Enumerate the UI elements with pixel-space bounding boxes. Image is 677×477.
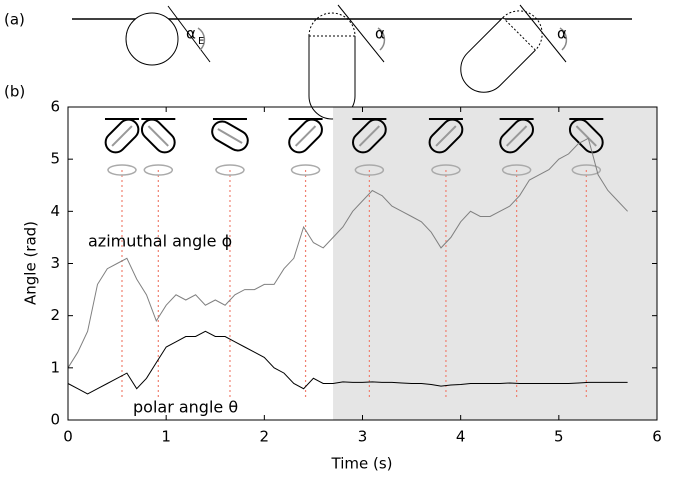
icon-capsule [140,118,176,154]
icon-ellipse [431,164,461,176]
y-tick-label: 6 [50,98,60,116]
orientation-icon [568,118,604,176]
y-axis-label: Angle (rad) [22,221,40,305]
icon-axis [506,125,528,147]
panel-a: (a) α E α α [4,4,632,120]
tangent [519,4,567,63]
y-tick-label: 0 [50,411,60,429]
orientation-icon [352,118,387,176]
icon-axis [358,125,380,147]
y-tick-label: 1 [50,358,60,376]
icon-axis [294,125,317,147]
angle-label: α [557,25,567,43]
x-tick-label: 4 [456,428,466,446]
icon-ellipse [215,164,245,176]
x-tick-label: 6 [652,428,662,446]
icon-capsule [352,118,387,154]
angle-arc [377,27,386,51]
series-label: polar angle θ [133,398,238,417]
y-tick-label: 5 [50,150,60,168]
y-tick-label: 3 [50,254,60,272]
icon-capsule [428,118,464,154]
icon-axis [111,125,133,147]
orientation-icon [211,118,249,176]
icon-ellipse [143,164,174,176]
icon-capsule [499,118,534,154]
orientation-icon [288,118,323,176]
icon-ellipse [571,164,602,176]
y-tick-label: 2 [50,306,60,324]
orientation-icon [499,118,534,176]
icon-capsule [104,118,140,154]
sphere [125,12,179,66]
icon-capsule [288,118,323,154]
shaded-region [333,107,657,420]
icon-axis [147,125,169,147]
orientation-icon [428,118,464,176]
orientation-icon [104,118,140,176]
angle-arc [559,27,568,51]
x-tick-label: 5 [554,428,564,446]
angle-label: α [375,25,385,43]
icon-ellipse [107,164,137,176]
series-line [67,137,628,369]
capsule [308,36,356,120]
x-tick-label: 2 [260,428,270,446]
angle-label: α [186,25,196,43]
plot: 0 1 2 3 4 5 6 0 1 2 3 4 5 6 [50,98,661,446]
x-tick-label: 3 [358,428,368,446]
tangent [167,5,211,63]
icon-axis [217,128,243,144]
x-tick-label: 1 [161,428,171,446]
series-label: azimuthal angle ϕ [88,232,232,251]
tangent [337,4,385,63]
tilted-capsule [460,10,543,93]
icon-ellipse [354,164,385,176]
series-line [67,330,628,395]
panel-label: (a) [4,11,25,29]
panel-label: (b) [4,83,25,101]
icon-ellipse [290,164,321,176]
icon-axis [575,125,597,147]
y-tick-label: 4 [50,202,60,220]
icon-ellipse [501,164,532,176]
x-axis-label: Time (s) [331,455,393,473]
orientation-icon [140,118,176,176]
angle-subscript: E [198,36,204,47]
x-tick-label: 0 [63,428,73,446]
icon-axis [435,125,457,147]
capsule-cap [308,12,356,37]
angle-arc [197,27,206,51]
